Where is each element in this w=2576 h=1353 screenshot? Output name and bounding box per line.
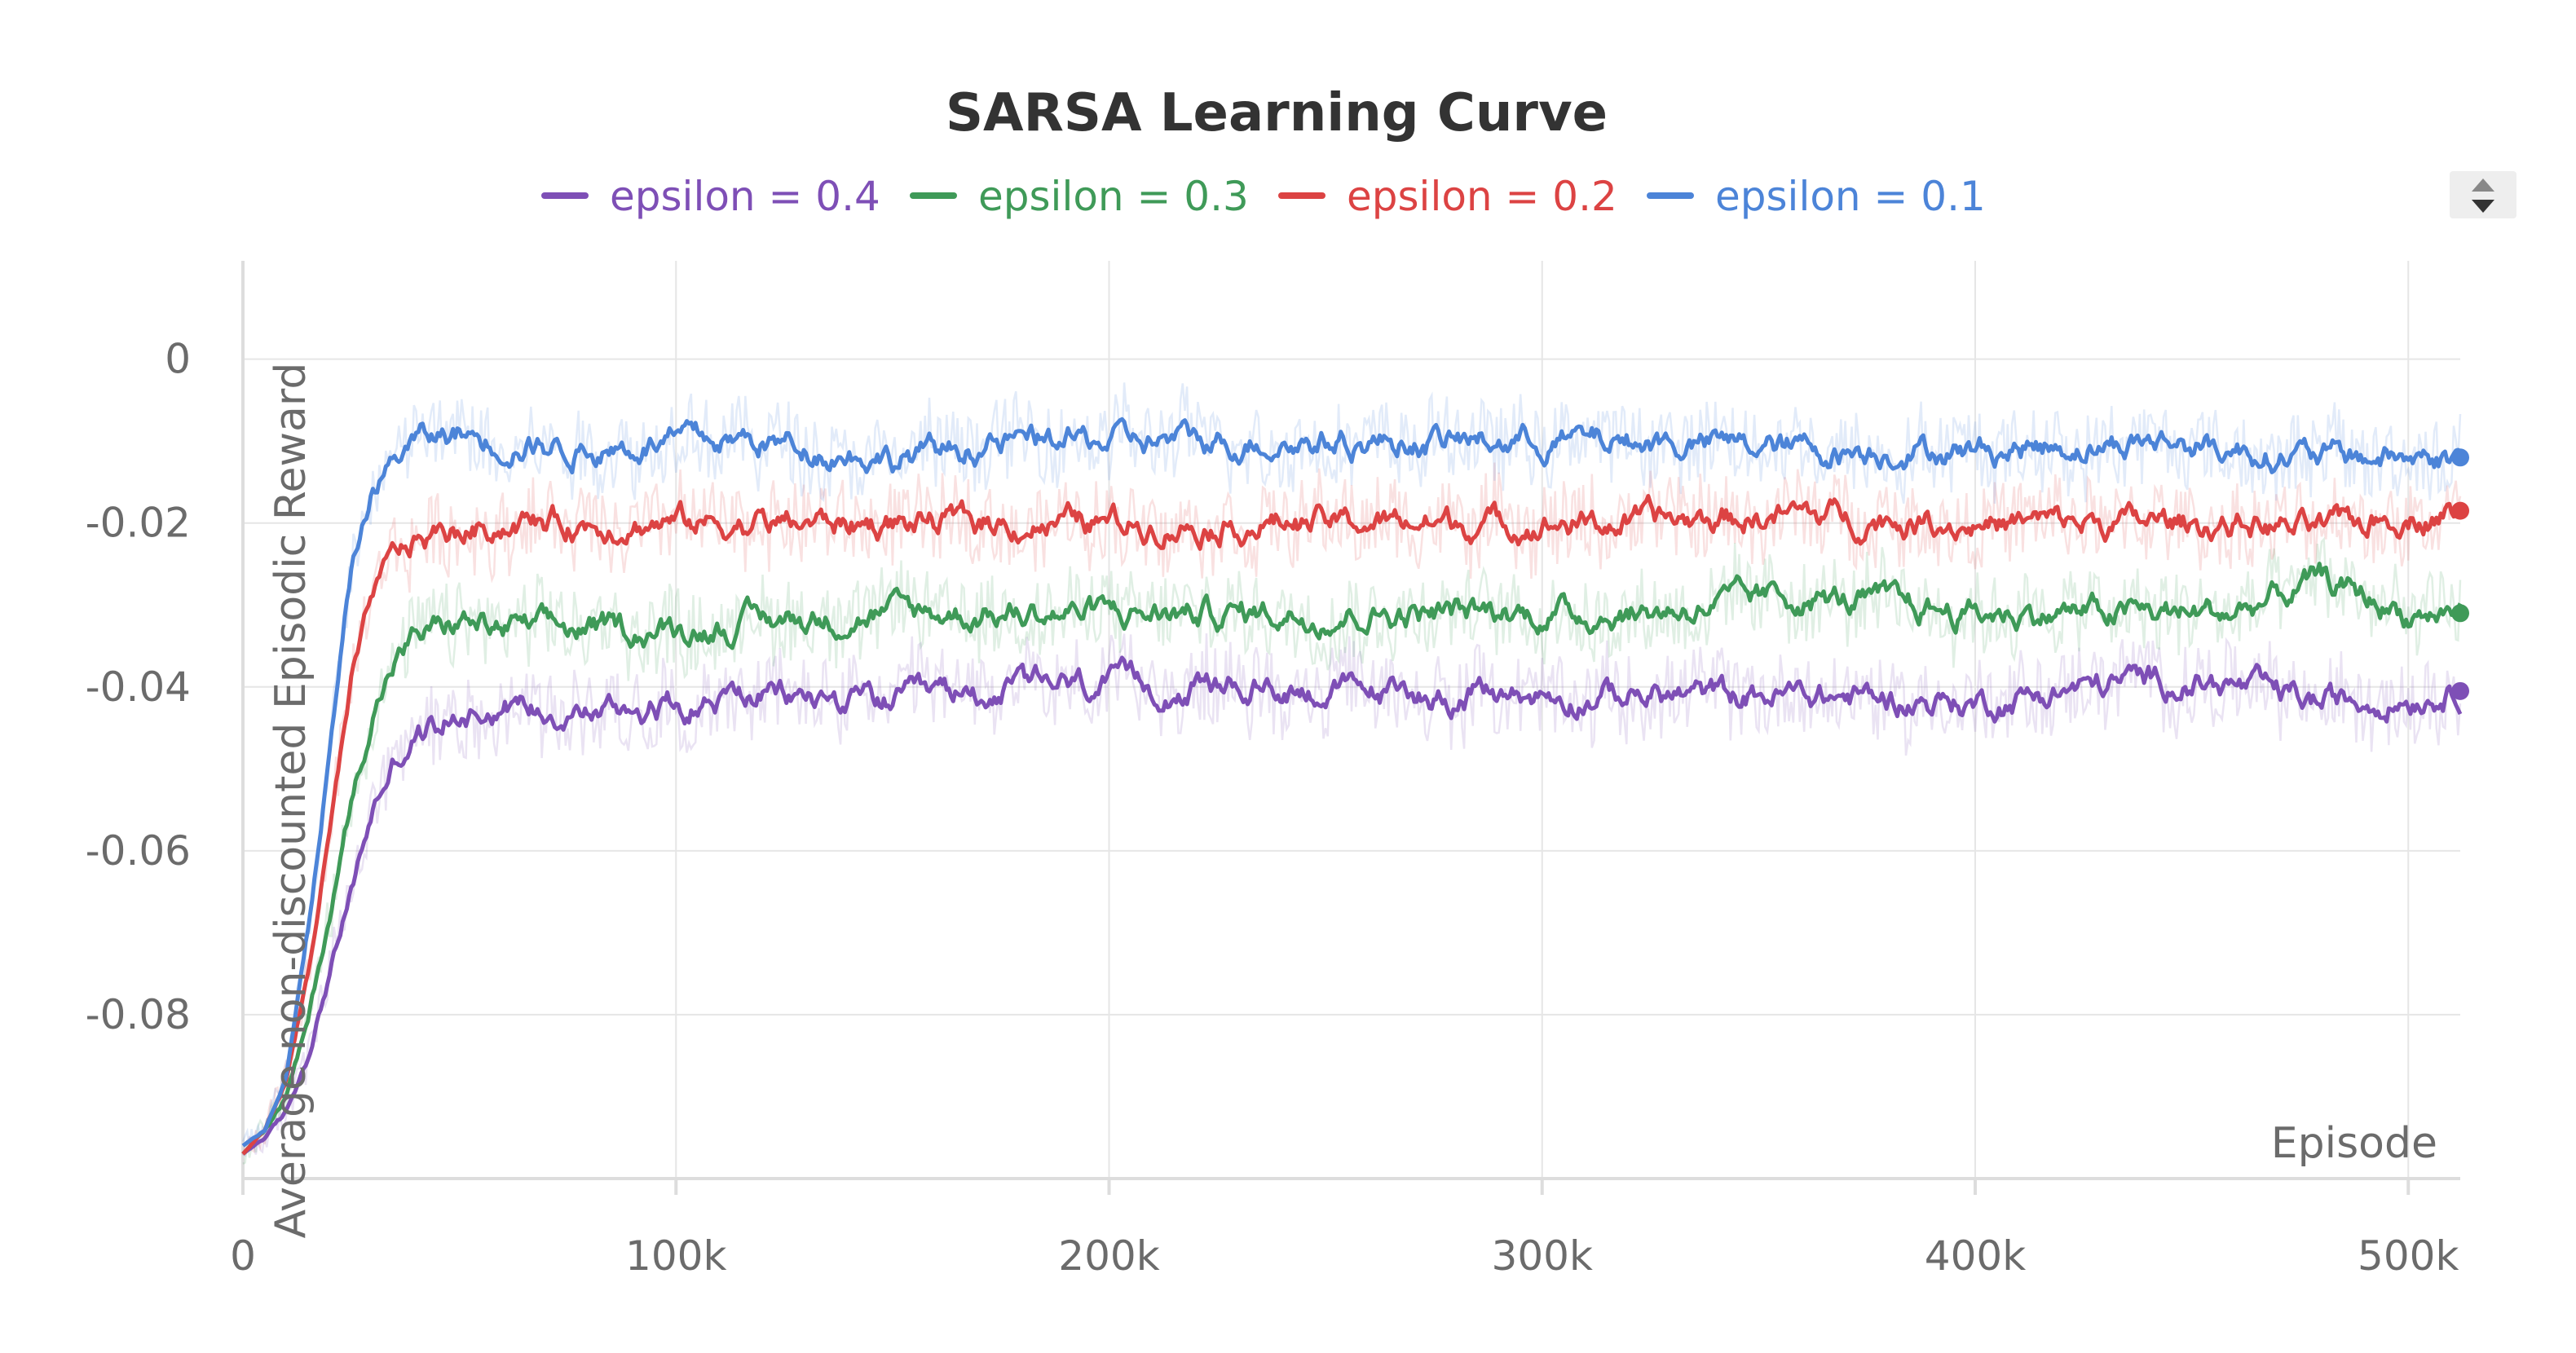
x-axis-ticks: 0 100k 200k 300k 400k 500k xyxy=(230,1179,2459,1280)
y-tick-label: -0.06 xyxy=(86,827,191,875)
series-endpoints xyxy=(2451,448,2469,700)
series-raw-band xyxy=(241,462,2462,1156)
series-end-point xyxy=(2451,501,2469,520)
x-tick-label: 300k xyxy=(1492,1232,1593,1280)
series-end-point xyxy=(2451,448,2469,467)
legend-item-label[interactable]: epsilon = 0.3 xyxy=(978,173,1249,220)
legend-item-label[interactable]: epsilon = 0.2 xyxy=(1347,173,1617,220)
legend-item-label[interactable]: epsilon = 0.4 xyxy=(610,173,880,220)
legend-scroll-control[interactable] xyxy=(2450,171,2516,218)
x-tick-label: 100k xyxy=(625,1232,726,1280)
x-tick-label: 0 xyxy=(230,1232,256,1280)
chart-title: SARSA Learning Curve xyxy=(946,83,1608,143)
grid xyxy=(243,261,2460,1179)
x-tick-label: 400k xyxy=(1925,1232,2026,1280)
legend[interactable]: epsilon = 0.4 epsilon = 0.3 epsilon = 0.2 e… xyxy=(541,173,1986,220)
y-tick-label: -0.04 xyxy=(86,663,191,711)
series-raw-band xyxy=(241,382,2462,1149)
series-line xyxy=(241,655,2463,1156)
y-axis-ticks: 0 -0.02 -0.04 -0.06 -0.08 xyxy=(86,336,191,1038)
scroll-down-icon[interactable] xyxy=(2472,200,2494,213)
x-tick-label: 200k xyxy=(1058,1232,1159,1280)
legend-item-label[interactable]: epsilon = 0.1 xyxy=(1715,173,1986,220)
scroll-up-icon[interactable] xyxy=(2472,178,2494,192)
series-raw-band xyxy=(242,633,2462,1157)
y-tick-label: 0 xyxy=(165,336,191,383)
legend-scroll-background[interactable] xyxy=(2450,171,2516,218)
y-tick-label: -0.02 xyxy=(86,500,191,547)
x-tick-label: 500k xyxy=(2358,1232,2459,1280)
series-line xyxy=(241,416,2462,1148)
y-axis-label: Average non-discounted Episodic Reward xyxy=(267,363,315,1239)
series-lines xyxy=(241,416,2463,1156)
series-raw-band xyxy=(242,536,2462,1165)
y-tick-label: -0.08 xyxy=(86,991,191,1038)
raw-series-bands xyxy=(241,382,2462,1165)
series-line xyxy=(241,494,2463,1156)
series-end-point xyxy=(2451,604,2469,623)
x-axis-label: Episode xyxy=(2271,1119,2437,1168)
series-line xyxy=(241,562,2463,1156)
series-end-point xyxy=(2451,681,2469,700)
axes xyxy=(241,261,2460,1180)
